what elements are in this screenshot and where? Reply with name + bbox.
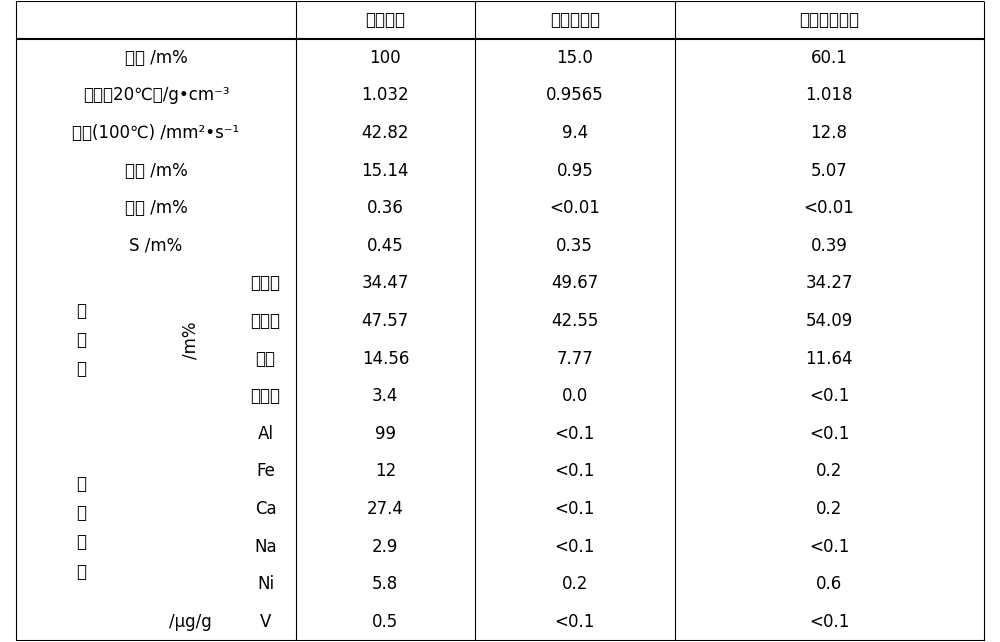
Text: 9.4: 9.4 (562, 124, 588, 142)
Text: 密度（20℃）/g•cm⁻³: 密度（20℃）/g•cm⁻³ (83, 87, 229, 105)
Text: 0.5: 0.5 (372, 613, 398, 631)
Text: 12.8: 12.8 (811, 124, 848, 142)
Text: 0.0: 0.0 (562, 387, 588, 405)
Text: 34.27: 34.27 (805, 274, 853, 292)
Text: 14.56: 14.56 (362, 350, 409, 368)
Text: 15.0: 15.0 (556, 49, 593, 67)
Text: Fe: Fe (256, 462, 275, 480)
Text: 0.39: 0.39 (811, 237, 848, 255)
Text: S /m%: S /m% (129, 237, 183, 255)
Text: 0.2: 0.2 (562, 575, 588, 593)
Text: 27.4: 27.4 (367, 500, 404, 518)
Text: 饱和分: 饱和分 (251, 274, 281, 292)
Text: <0.1: <0.1 (555, 500, 595, 518)
Text: 0.35: 0.35 (556, 237, 593, 255)
Text: <0.1: <0.1 (809, 613, 849, 631)
Text: 芳香分: 芳香分 (251, 312, 281, 330)
Text: V: V (260, 613, 271, 631)
Text: 1.018: 1.018 (805, 87, 853, 105)
Text: 49.67: 49.67 (551, 274, 598, 292)
Text: 沥青质: 沥青质 (251, 387, 281, 405)
Text: 灰分 /m%: 灰分 /m% (125, 199, 187, 217)
Text: 0.45: 0.45 (367, 237, 404, 255)
Text: 胶质: 胶质 (256, 350, 276, 368)
Text: 2.9: 2.9 (372, 537, 399, 555)
Text: Al: Al (258, 425, 274, 443)
Text: <0.1: <0.1 (809, 387, 849, 405)
Text: 99: 99 (375, 425, 396, 443)
Text: 60.1: 60.1 (811, 49, 848, 67)
Text: 0.95: 0.95 (556, 162, 593, 180)
Text: <0.1: <0.1 (555, 462, 595, 480)
Text: <0.1: <0.1 (809, 425, 849, 443)
Text: 5.8: 5.8 (372, 575, 398, 593)
Text: 7.77: 7.77 (556, 350, 593, 368)
Text: 粘度(100℃) /mm²•s⁻¹: 粘度(100℃) /mm²•s⁻¹ (72, 124, 240, 142)
Text: 54.09: 54.09 (805, 312, 853, 330)
Text: 0.9565: 0.9565 (546, 87, 604, 105)
Text: 42.55: 42.55 (551, 312, 598, 330)
Text: 0.6: 0.6 (816, 575, 842, 593)
Text: 0.2: 0.2 (816, 500, 842, 518)
Text: 11.64: 11.64 (805, 350, 853, 368)
Text: <0.1: <0.1 (555, 537, 595, 555)
Text: 34.47: 34.47 (362, 274, 409, 292)
Text: Ca: Ca (255, 500, 276, 518)
Text: <0.1: <0.1 (809, 537, 849, 555)
Text: /μg/g: /μg/g (169, 613, 212, 631)
Text: 15.14: 15.14 (362, 162, 409, 180)
Text: 42.82: 42.82 (362, 124, 409, 142)
Text: <0.01: <0.01 (549, 199, 600, 217)
Text: 收率 /m%: 收率 /m% (125, 49, 187, 67)
Text: 萃取轻组分: 萃取轻组分 (550, 11, 600, 29)
Text: 5.07: 5.07 (811, 162, 847, 180)
Text: 油浆原料: 油浆原料 (365, 11, 405, 29)
Text: 0.36: 0.36 (367, 199, 404, 217)
Text: 3.4: 3.4 (372, 387, 399, 405)
Text: <0.1: <0.1 (555, 425, 595, 443)
Text: 1.032: 1.032 (362, 87, 409, 105)
Text: 萃取中间组分: 萃取中间组分 (799, 11, 859, 29)
Text: <0.1: <0.1 (555, 613, 595, 631)
Text: 四
组
分: 四 组 分 (76, 302, 86, 378)
Text: 100: 100 (370, 49, 401, 67)
Text: Ni: Ni (257, 575, 274, 593)
Text: 金
属
含
量: 金 属 含 量 (76, 475, 86, 580)
Text: 47.57: 47.57 (362, 312, 409, 330)
Text: 0.2: 0.2 (816, 462, 842, 480)
Text: <0.01: <0.01 (804, 199, 855, 217)
Text: /m%: /m% (182, 321, 200, 358)
Text: Na: Na (254, 537, 277, 555)
Text: 残炭 /m%: 残炭 /m% (125, 162, 187, 180)
Text: 12: 12 (375, 462, 396, 480)
